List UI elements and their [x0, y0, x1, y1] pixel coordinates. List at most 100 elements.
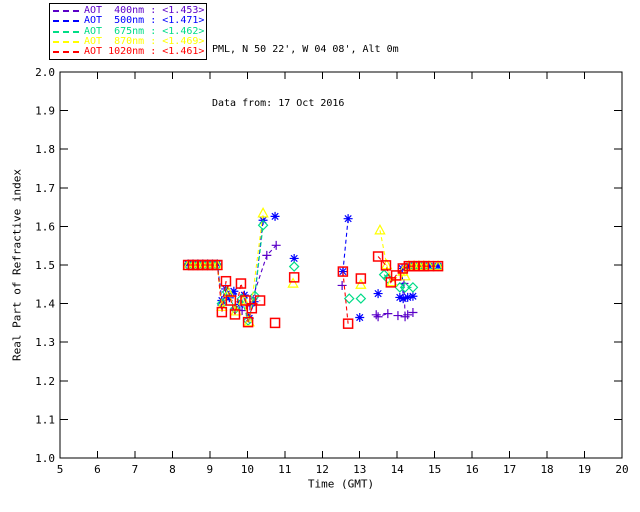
x-tick-label: 5 [57, 463, 64, 476]
square-marker [355, 273, 367, 284]
series-line [401, 268, 404, 299]
square-marker [380, 260, 392, 271]
y-tick-label: 1.2 [35, 375, 55, 388]
asterisk-marker [395, 292, 405, 302]
legend-label: AOT 675nm : <1.462> [84, 25, 205, 37]
legend-box: AOT 400nm : <1.453> AOT 500nm : <1.471> AO… [49, 3, 207, 60]
diamond-marker [242, 315, 254, 326]
x-tick-label: 10 [241, 463, 254, 476]
y-tick-label: 1.6 [35, 220, 55, 233]
square-marker [432, 260, 444, 272]
legend-item-aot-675nm: AOT 675nm : <1.462> [53, 25, 205, 37]
x-tick-label: 15 [428, 463, 441, 476]
asterisk-marker [229, 286, 239, 296]
y-tick-label: 1.5 [35, 259, 55, 272]
diamond-marker [288, 261, 300, 272]
plus-marker [383, 309, 393, 319]
triangle-marker [355, 278, 367, 289]
legend-dash-icon [53, 51, 79, 53]
square-marker [225, 295, 237, 306]
asterisk-marker [249, 297, 259, 307]
asterisk-marker [289, 253, 299, 263]
legend-item-aot-1020nm: AOT 1020nm : <1.461> [53, 46, 205, 57]
asterisk-marker [373, 289, 383, 299]
series-line [377, 256, 438, 284]
triangle-marker [399, 269, 411, 281]
series-line [342, 218, 349, 272]
x-tick-label: 18 [540, 463, 553, 476]
legend-item-aot-400nm: AOT 400nm : <1.453> [53, 6, 204, 16]
data-date-text: Data from: 17 Oct 2016 [212, 98, 345, 109]
asterisk-marker [270, 211, 280, 221]
x-tick-label: 17 [503, 463, 516, 476]
x-tick-label: 19 [578, 463, 591, 476]
plus-marker [403, 310, 413, 320]
square-marker [254, 295, 266, 306]
y-tick-label: 1.1 [35, 413, 55, 426]
diamond-marker [343, 293, 355, 304]
square-marker [229, 309, 241, 320]
square-marker [242, 316, 254, 328]
station-location-text: PML, N 50 22', W 04 08', Alt 0m [212, 44, 399, 55]
x-tick-label: 9 [207, 463, 214, 476]
plus-marker [262, 250, 272, 260]
square-marker [397, 263, 409, 274]
y-tick-label: 1.8 [35, 143, 55, 156]
y-tick-label: 1.7 [35, 182, 55, 195]
triangle-marker [287, 277, 299, 288]
square-marker [235, 278, 247, 289]
x-tick-label: 6 [94, 463, 101, 476]
x-tick-label: 12 [316, 463, 329, 476]
square-marker [342, 318, 354, 329]
legend-item-aot-870nm: AOT 870nm : <1.469> [53, 35, 205, 47]
square-marker [220, 275, 232, 287]
y-tick-label: 1.0 [35, 452, 55, 465]
legend-label: AOT 1020nm : <1.461> [84, 46, 205, 57]
plus-marker [373, 312, 383, 322]
diamond-marker [257, 219, 269, 231]
x-tick-label: 16 [466, 463, 479, 476]
diamond-marker [355, 293, 367, 304]
legend-label: AOT 870nm : <1.469> [84, 35, 205, 47]
legend-dash-icon [53, 20, 79, 23]
x-tick-label: 8 [169, 463, 176, 476]
plus-marker [393, 311, 403, 321]
triangle-marker [257, 207, 269, 218]
square-marker [390, 270, 402, 281]
square-marker [246, 302, 258, 314]
series-line [188, 264, 261, 323]
triangle-marker [243, 315, 255, 327]
asterisk-marker [338, 267, 348, 277]
y-tick-label: 1.9 [35, 105, 55, 118]
triangle-marker [374, 224, 386, 235]
series-line [342, 271, 349, 324]
square-marker [372, 251, 384, 262]
y-tick-label: 1.4 [35, 298, 55, 311]
square-marker [337, 266, 349, 277]
x-tick-label: 11 [278, 463, 291, 476]
series-line [379, 230, 406, 284]
plus-marker [271, 240, 281, 250]
x-tick-label: 7 [132, 463, 139, 476]
legend-dash-icon [53, 10, 79, 12]
x-tick-label: 14 [391, 463, 405, 476]
legend-dash-icon [53, 30, 79, 33]
asterisk-marker [433, 261, 443, 271]
x-axis-label: Time (GMT) [307, 477, 375, 491]
legend-dash-icon [53, 40, 79, 43]
plot-header: PML, N 50 22', W 04 08', Alt 0m Data fro… [212, 5, 399, 149]
legend-label: AOT 500nm : <1.471> [84, 15, 205, 27]
square-marker [269, 317, 281, 329]
square-marker [288, 272, 300, 283]
x-tick-label: 13 [353, 463, 366, 476]
series-line [188, 225, 264, 323]
y-tick-label: 2.0 [35, 66, 55, 79]
y-tick-label: 1.3 [35, 336, 55, 349]
x-tick-label: 20 [615, 463, 628, 476]
series-aot-1020nm [182, 251, 444, 329]
plus-marker [337, 280, 347, 290]
asterisk-marker [355, 312, 365, 322]
diamond-marker [407, 282, 419, 293]
y-axis-label: Real Part of Refractive index [10, 168, 24, 362]
